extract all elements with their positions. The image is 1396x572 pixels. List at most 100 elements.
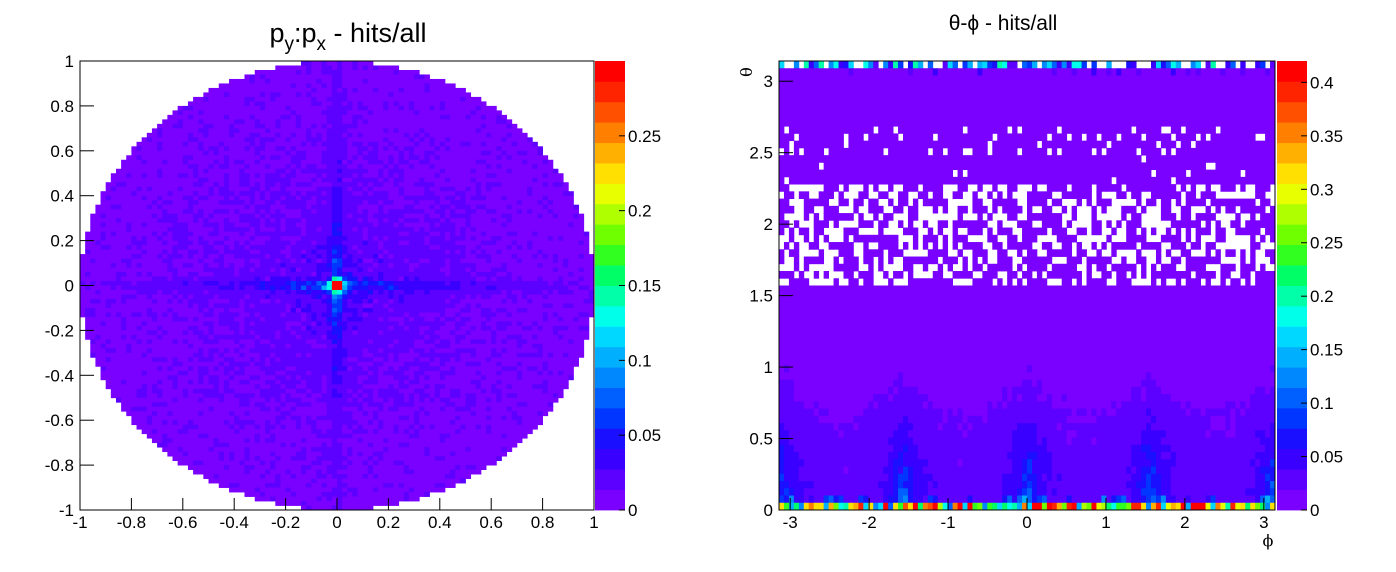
left-heatmap-cell: [270, 442, 276, 448]
left-heatmap-cell: [208, 96, 215, 102]
left-heatmap-cell: [244, 96, 251, 102]
left-heatmap-cell: [172, 137, 179, 143]
left-heatmap-cell: [275, 281, 281, 286]
left-heatmap-cell: [372, 402, 379, 408]
left-heatmap-cell: [198, 303, 204, 309]
left-heatmap-cell: [254, 245, 261, 250]
left-heatmap-cell: [208, 289, 215, 295]
left-heatmap-cell: [203, 263, 209, 268]
left-heatmap-cell: [337, 379, 343, 385]
left-heatmap-cell: [157, 204, 163, 210]
left-heatmap-cell: [239, 460, 245, 466]
left-heatmap-cell: [378, 307, 384, 313]
left-heatmap-cell: [270, 370, 276, 376]
left-heatmap-cell: [378, 334, 384, 340]
left-heatmap-cell: [126, 361, 132, 367]
left-heatmap-cell: [316, 433, 322, 439]
left-heatmap-cell: [172, 132, 179, 138]
left-heatmap-cell: [265, 267, 271, 273]
left-heatmap-cell: [131, 343, 137, 349]
left-heatmap-cell: [203, 110, 209, 116]
left-heatmap-cell: [337, 213, 343, 219]
left-heatmap-cell: [177, 263, 184, 268]
left-heatmap-cell: [290, 69, 297, 75]
left-heatmap-cell: [290, 173, 297, 179]
left-heatmap-cell: [136, 316, 143, 322]
left-heatmap-cell: [141, 379, 148, 385]
left-heatmap-cell: [157, 137, 163, 143]
left-heatmap-cell: [136, 393, 143, 399]
left-heatmap-cell: [326, 209, 333, 215]
left-heatmap-cell: [115, 213, 122, 219]
left-heatmap-cell: [182, 258, 189, 264]
left-heatmap-cell: [105, 186, 112, 192]
left-heatmap-cell: [187, 236, 194, 241]
left-heatmap-cell: [141, 258, 148, 264]
left-heatmap-cell: [331, 272, 338, 277]
left-heatmap-cell: [383, 114, 389, 120]
left-heatmap-cell: [290, 375, 297, 381]
left-heatmap-cell: [331, 375, 338, 381]
left-heatmap-cell: [321, 307, 328, 313]
left-heatmap-cell: [157, 209, 163, 215]
left-heatmap-cell: [254, 474, 261, 479]
left-heatmap-cell: [193, 128, 199, 134]
left-heatmap-cell: [285, 74, 292, 80]
left-heatmap-cell: [378, 352, 384, 358]
left-heatmap-cell: [383, 74, 389, 80]
left-heatmap-cell: [372, 501, 379, 506]
left-heatmap-cell: [208, 186, 215, 192]
left-heatmap-cell: [326, 402, 333, 408]
left-heatmap-cell: [234, 312, 240, 318]
left-heatmap-cell: [177, 146, 184, 152]
left-heatmap-cell: [234, 236, 240, 241]
left-heatmap-cell: [218, 123, 225, 129]
left-heatmap-cell: [90, 294, 96, 300]
left-heatmap-cell: [378, 487, 384, 493]
left-heatmap-cell: [311, 87, 317, 93]
left-heatmap-cell: [265, 236, 271, 241]
left-heatmap-cell: [337, 325, 343, 331]
left-heatmap-cell: [347, 438, 353, 444]
left-heatmap-cell: [213, 406, 220, 412]
left-heatmap-cell: [342, 366, 348, 372]
left-heatmap-cell: [136, 164, 143, 170]
left-heatmap-cell: [306, 213, 312, 219]
left-heatmap-cell: [218, 155, 225, 161]
left-heatmap-cell: [105, 379, 112, 385]
left-heatmap-cell: [378, 474, 384, 479]
left-heatmap-cell: [388, 379, 394, 385]
left-heatmap-cell: [234, 123, 240, 129]
left-heatmap-cell: [151, 128, 158, 134]
left-heatmap-cell: [367, 325, 374, 331]
left-heatmap-cell: [213, 447, 220, 453]
left-heatmap-cell: [352, 361, 358, 367]
left-heatmap-cell: [157, 227, 163, 233]
left-heatmap-cell: [383, 191, 389, 197]
left-heatmap-cell: [203, 406, 209, 412]
left-heatmap-cell: [265, 96, 271, 102]
left-heatmap-cell: [218, 402, 225, 408]
left-heatmap-cell: [131, 339, 137, 345]
left-heatmap-cell: [193, 182, 199, 188]
left-heatmap-cell: [254, 325, 261, 331]
left-heatmap-cell: [326, 182, 333, 188]
left-heatmap-cell: [182, 406, 189, 412]
left-heatmap-cell: [198, 397, 204, 403]
left-heatmap-cell: [321, 168, 328, 174]
left-heatmap-cell: [105, 316, 112, 322]
left-heatmap-cell: [342, 164, 348, 170]
left-heatmap-cell: [182, 330, 189, 336]
left-heatmap-cell: [136, 307, 143, 313]
left-heatmap-cell: [337, 420, 343, 426]
left-heatmap-cell: [270, 114, 276, 120]
left-heatmap-cell: [85, 258, 91, 264]
left-heatmap-cell: [182, 352, 189, 358]
left-heatmap-cell: [172, 411, 179, 417]
left-heatmap-cell: [290, 119, 297, 125]
left-heatmap-cell: [203, 227, 209, 233]
left-heatmap-cell: [352, 325, 358, 331]
left-heatmap-cell: [290, 74, 297, 80]
left-heatmap-cell: [151, 173, 158, 179]
left-heatmap-cell: [110, 218, 117, 224]
